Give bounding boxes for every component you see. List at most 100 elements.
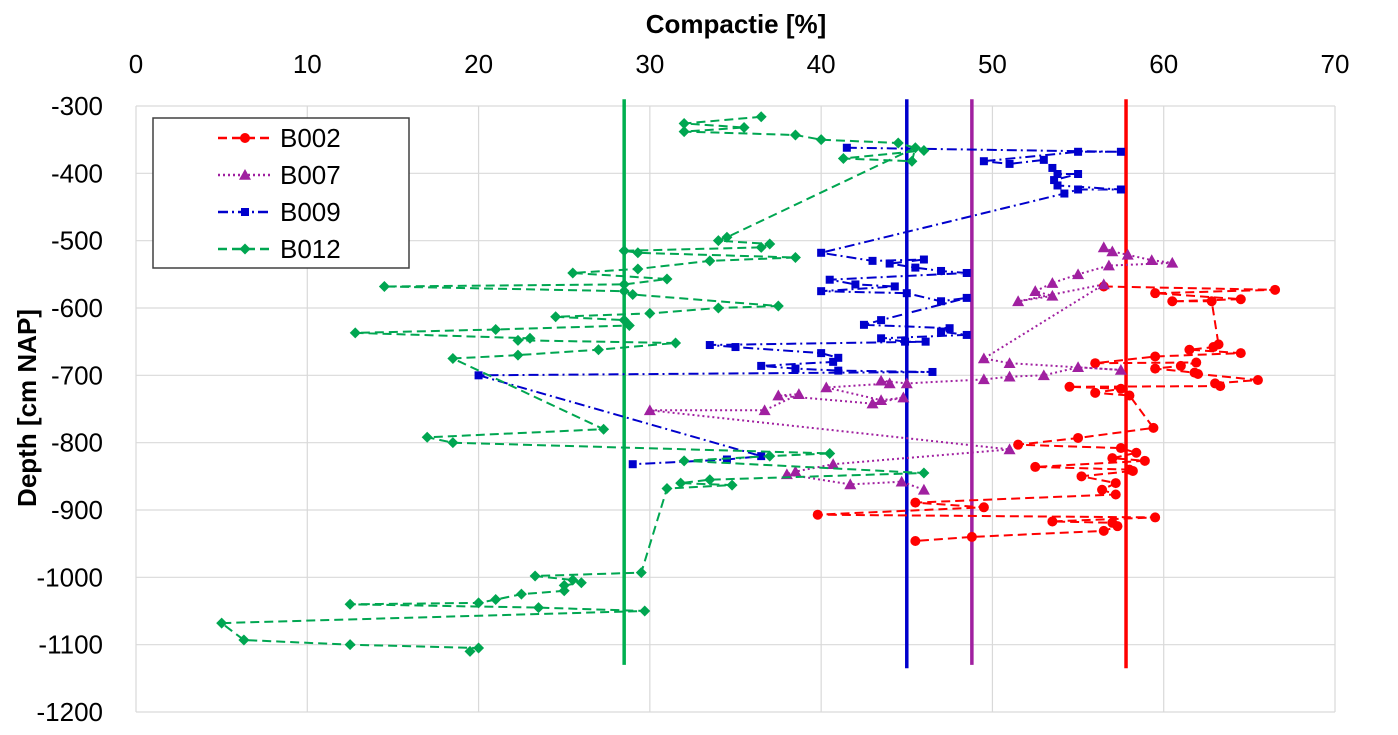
y-tick-label: -300 xyxy=(51,91,103,121)
data-point-square xyxy=(937,297,946,306)
x-tick-label: 50 xyxy=(978,49,1007,79)
data-point-diamond xyxy=(344,598,356,610)
data-point-triangle xyxy=(977,373,990,385)
data-point-circle xyxy=(1110,478,1121,489)
data-point-diamond xyxy=(473,597,485,609)
data-point-square xyxy=(474,371,483,380)
data-point-triangle xyxy=(917,483,930,495)
data-point-diamond xyxy=(239,243,251,255)
data-point-square xyxy=(1053,170,1062,179)
data-point-square xyxy=(877,316,886,325)
data-point-circle xyxy=(910,535,921,546)
data-point-diamond xyxy=(661,482,673,494)
series-b009 xyxy=(474,143,1125,469)
data-point-square xyxy=(817,248,826,257)
data-point-square xyxy=(911,263,920,272)
x-tick-label: 10 xyxy=(293,49,322,79)
data-point-diamond xyxy=(464,645,476,657)
data-point-diamond xyxy=(533,602,545,614)
data-point-triangle xyxy=(875,374,888,386)
data-point-square xyxy=(1005,159,1014,168)
data-point-triangle xyxy=(895,475,908,487)
data-point-diamond xyxy=(618,278,630,290)
data-point-diamond xyxy=(670,337,682,349)
data-point-triangle xyxy=(1097,241,1110,253)
data-point-circle xyxy=(1064,381,1075,392)
data-point-diamond xyxy=(627,289,639,301)
data-point-triangle xyxy=(1046,277,1059,288)
x-tick-label: 30 xyxy=(635,49,664,79)
data-point-triangle xyxy=(1166,256,1179,268)
data-point-circle xyxy=(1215,381,1226,392)
data-point-diamond xyxy=(726,479,738,491)
data-point-circle xyxy=(1097,484,1108,495)
data-point-circle xyxy=(1124,390,1135,401)
data-point-diamond xyxy=(529,570,541,582)
x-tick-label: 0 xyxy=(129,49,143,79)
data-point-diamond xyxy=(824,447,836,459)
data-point-circle xyxy=(1127,465,1138,476)
data-point-circle xyxy=(1191,357,1202,368)
data-point-circle xyxy=(1090,387,1101,398)
data-point-circle xyxy=(978,502,989,513)
data-point-square xyxy=(791,364,800,373)
data-point-diamond xyxy=(837,153,849,165)
data-point-triangle xyxy=(1029,285,1042,296)
data-point-square xyxy=(241,208,249,216)
data-point-triangle xyxy=(1072,268,1085,280)
data-point-circle xyxy=(240,133,250,143)
x-tick-label: 70 xyxy=(1321,49,1350,79)
data-point-square xyxy=(817,287,826,296)
data-point-diamond xyxy=(675,477,687,489)
data-point-circle xyxy=(910,497,921,508)
data-point-diamond xyxy=(755,241,767,253)
data-point-diamond xyxy=(892,137,904,149)
data-point-square xyxy=(757,452,766,461)
y-axis-title: Depth [cm NAP] xyxy=(12,309,42,507)
data-point-diamond xyxy=(789,252,801,263)
data-point-square xyxy=(628,460,637,469)
data-point-diamond xyxy=(678,118,690,130)
data-point-diamond xyxy=(678,455,690,467)
legend-label: B002 xyxy=(280,123,341,153)
data-point-diamond xyxy=(447,353,459,364)
data-point-circle xyxy=(1139,455,1150,466)
data-point-square xyxy=(1116,147,1125,156)
y-tick-label: -1100 xyxy=(38,630,103,660)
data-point-triangle xyxy=(875,394,888,406)
data-point-diamond xyxy=(815,134,827,146)
y-tick-label: -900 xyxy=(51,495,103,525)
data-point-diamond xyxy=(639,605,651,617)
data-point-triangle xyxy=(1012,295,1025,307)
data-point-triangle xyxy=(1114,363,1127,375)
data-point-square xyxy=(705,341,714,350)
data-point-diamond xyxy=(447,437,459,449)
data-point-triangle xyxy=(1003,357,1016,369)
data-point-diamond xyxy=(515,588,527,600)
data-point-square xyxy=(1074,185,1083,194)
data-point-circle xyxy=(1192,368,1203,379)
data-point-diamond xyxy=(378,280,390,292)
series-b012 xyxy=(216,111,930,657)
data-point-diamond xyxy=(712,302,724,314)
data-point-circle xyxy=(1110,489,1121,500)
data-point-diamond xyxy=(721,231,733,243)
data-point-diamond xyxy=(592,344,604,356)
data-point-triangle xyxy=(1003,443,1016,455)
data-point-diamond xyxy=(712,235,724,247)
data-point-square xyxy=(901,337,910,346)
data-point-diamond xyxy=(238,634,250,646)
data-point-diamond xyxy=(550,311,562,323)
data-point-triangle xyxy=(866,397,879,409)
data-point-triangle xyxy=(1097,278,1110,290)
data-point-triangle xyxy=(1145,254,1158,265)
series-b007 xyxy=(643,241,1179,495)
data-point-diamond xyxy=(567,267,579,279)
y-tick-label: -500 xyxy=(51,226,103,256)
data-point-diamond xyxy=(906,155,918,167)
data-point-square xyxy=(834,353,843,362)
data-point-triangle xyxy=(1106,245,1119,257)
data-point-circle xyxy=(1115,443,1126,454)
data-point-triangle xyxy=(1102,259,1115,271)
